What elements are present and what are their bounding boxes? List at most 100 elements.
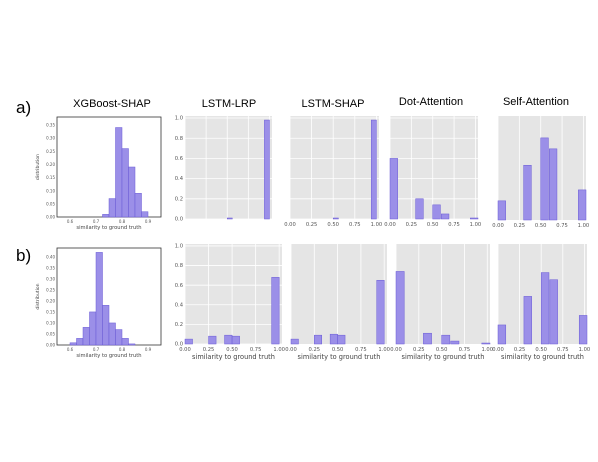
x-tick-label: 0.50	[332, 347, 344, 353]
histogram-bar	[224, 334, 233, 345]
chart-a-xgboost: 0.00 0.05 0.10 0.15 0.20 0.25 0.30 0.35 0.6 0.7 0.…	[35, 116, 162, 231]
column-title-xgboost-shap: XGBoost-SHAP	[73, 98, 151, 110]
y-tick-label: 0.20	[46, 299, 55, 304]
histogram-bar	[264, 119, 270, 220]
histogram-bar	[76, 338, 84, 346]
y-tick-label: 0.35	[46, 265, 55, 270]
x-axis-label: similarity to ground truth	[76, 225, 141, 231]
x-tick-label: 0.50	[327, 222, 339, 228]
histogram-bar	[578, 315, 588, 345]
y-tick-label: 0.0	[175, 342, 183, 348]
y-tick-label: 0.4	[175, 176, 184, 182]
histogram-bar	[271, 277, 280, 345]
y-tick-label: 0.8	[175, 136, 183, 142]
histogram-bar	[226, 217, 233, 220]
histogram-bar	[540, 272, 550, 345]
x-tick-label: 0.00	[285, 347, 297, 353]
x-tick-label: 0.25	[413, 347, 425, 353]
y-tick-label: 0.00	[46, 215, 55, 220]
y-tick-label: 0.15	[46, 310, 55, 315]
histogram-bar	[141, 211, 149, 218]
histogram-bar	[395, 271, 405, 345]
row-label-a: a)	[16, 98, 32, 117]
x-tick-label: 0.00	[179, 347, 191, 353]
x-tick-label: 0.25	[514, 347, 526, 353]
histogram-bar	[337, 334, 346, 345]
x-tick-label: 1.00	[378, 347, 390, 353]
histogram-bar	[95, 252, 103, 346]
x-tick-label: 0.00	[384, 222, 396, 228]
histogram-bar	[231, 335, 240, 345]
histogram-bar	[184, 338, 193, 345]
x-tick-label: 0.00	[390, 347, 402, 353]
chart-a-self-attention: 0.00 0.25 0.50 0.75 1.00	[492, 116, 589, 229]
y-axis-label: distribution	[35, 283, 41, 309]
row-label-b: b)	[16, 246, 32, 265]
x-tick-label: 0.7	[93, 219, 100, 224]
histogram-bar	[89, 311, 97, 346]
plot-background	[185, 116, 272, 219]
y-axis-label: distribution	[35, 154, 41, 180]
histogram-bar	[441, 213, 450, 220]
histogram-bar	[470, 217, 479, 220]
y-tick-label: 0.05	[46, 332, 55, 337]
x-tick-label: 1.00	[470, 222, 482, 228]
histogram-bar	[115, 127, 123, 218]
histogram-bar	[497, 324, 507, 345]
histogram-bar	[578, 189, 587, 221]
x-tick-label: 1.00	[371, 222, 383, 228]
x-tick-label: 0.50	[535, 347, 547, 353]
x-tick-label: 0.25	[514, 223, 526, 229]
y-tick-label: 1.0	[175, 116, 183, 122]
y-tick-label: 0.10	[46, 321, 55, 326]
histogram-bar	[481, 342, 491, 345]
y-tick-label: 0.30	[46, 136, 55, 141]
histogram-bar	[389, 158, 398, 220]
histogram-bar	[69, 342, 77, 346]
histogram-bar	[115, 329, 123, 346]
x-tick-label: 0.7	[93, 347, 100, 352]
y-tick-label: 0.0	[175, 217, 183, 223]
x-tick-label: 0.75	[355, 347, 367, 353]
x-axis-label: similarity to ground truth	[298, 353, 381, 361]
histogram-bar	[376, 280, 385, 345]
y-tick-label: 0.6	[175, 156, 183, 162]
chart-a-lstm-shap: 0.00 0.25 0.50 0.75 1.00	[284, 116, 382, 228]
histogram-bar	[523, 165, 532, 221]
x-tick-label: 1.00	[578, 223, 590, 229]
x-tick-label: 0.75	[349, 222, 361, 228]
x-tick-label: 0.75	[557, 347, 569, 353]
x-tick-label: 0.75	[459, 347, 471, 353]
x-tick-label: 0.6	[67, 347, 74, 352]
y-tick-label: 0.05	[46, 201, 55, 206]
histogram-bar	[108, 198, 116, 218]
y-tick-label: 0.30	[46, 276, 55, 281]
histogram-bar	[441, 334, 451, 345]
y-tick-label: 0.20	[46, 162, 55, 167]
histogram-bar	[102, 305, 110, 346]
x-axis-label: similarity to ground truth	[76, 353, 141, 359]
y-tick-label: 0.4	[175, 302, 184, 308]
histogram-bar	[128, 343, 136, 346]
y-tick-label: 0.15	[46, 175, 55, 180]
histogram-bar	[432, 204, 441, 220]
x-tick-label: 1.00	[579, 347, 591, 353]
plot-background	[390, 116, 478, 219]
histogram-bar	[329, 333, 338, 345]
x-tick-label: 0.8	[119, 219, 126, 224]
histogram-bar	[423, 332, 432, 345]
plot-background	[290, 116, 379, 219]
x-tick-label: 0.9	[145, 219, 152, 224]
histogram-bar	[415, 198, 424, 220]
x-tick-label: 0.8	[119, 347, 126, 352]
x-tick-label: 0.25	[406, 222, 418, 228]
y-tick-label: 0.2	[175, 196, 183, 202]
column-title-lstm-lrp: LSTM-LRP	[201, 98, 257, 110]
histogram-bar	[549, 148, 558, 221]
x-tick-label: 0.75	[448, 222, 460, 228]
x-axis-label: similarity to ground truth	[192, 353, 275, 361]
